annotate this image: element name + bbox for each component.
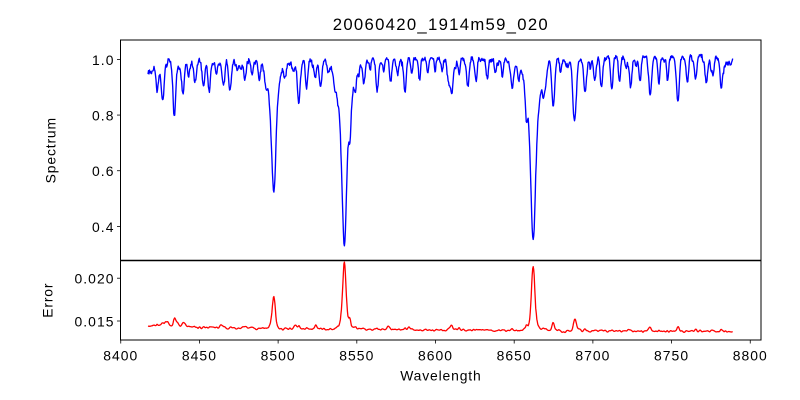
svg-text:0.8: 0.8 <box>92 107 114 123</box>
svg-text:0.4: 0.4 <box>92 219 114 235</box>
svg-text:8550: 8550 <box>339 348 374 364</box>
svg-text:20060420_1914m59_020: 20060420_1914m59_020 <box>333 15 549 34</box>
svg-text:8450: 8450 <box>182 348 217 364</box>
svg-text:8500: 8500 <box>261 348 296 364</box>
svg-text:8600: 8600 <box>418 348 453 364</box>
svg-text:0.020: 0.020 <box>74 271 114 287</box>
svg-text:0.6: 0.6 <box>92 163 114 179</box>
svg-text:Error: Error <box>40 283 56 318</box>
svg-text:8700: 8700 <box>575 348 610 364</box>
svg-text:Wavelength: Wavelength <box>400 367 481 383</box>
svg-text:8800: 8800 <box>733 348 768 364</box>
svg-text:0.015: 0.015 <box>74 313 114 329</box>
svg-text:8400: 8400 <box>103 348 138 364</box>
svg-text:1.0: 1.0 <box>92 52 114 68</box>
svg-text:Spectrum: Spectrum <box>43 117 59 183</box>
svg-text:8650: 8650 <box>497 348 532 364</box>
svg-text:8750: 8750 <box>654 348 689 364</box>
